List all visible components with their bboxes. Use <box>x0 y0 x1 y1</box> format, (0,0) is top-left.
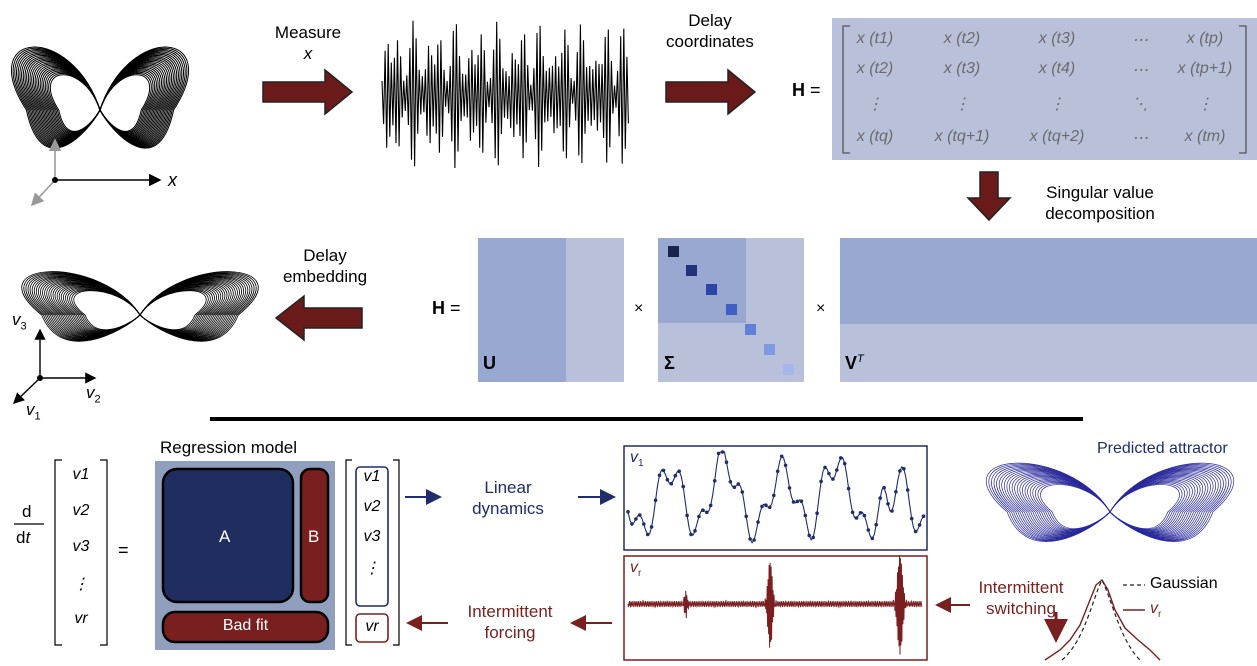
v1-panel <box>623 445 928 551</box>
hankel-cell: x (tq+2) <box>1029 128 1085 145</box>
hankel-cell: ⋮ <box>1197 96 1213 113</box>
arrow-svd-icon <box>966 171 1012 222</box>
hankel-cell: x (tp) <box>1186 30 1224 47</box>
vector-entry: ⋮ <box>73 576 89 593</box>
axes-3d-icon <box>30 138 162 207</box>
svd-line2: decomposition <box>1045 204 1155 223</box>
vector-entry: v2 <box>363 498 381 515</box>
svd-label: Singular value decomposition <box>1020 182 1180 224</box>
hankel-cell: x (tq) <box>856 128 894 145</box>
hankel-cell: ⋱ <box>1132 96 1148 113</box>
v1-series <box>626 450 926 544</box>
legend-vr: vr <box>1150 600 1162 621</box>
delay-coordinates-label: Delay coordinates <box>650 10 770 52</box>
axis-v3-label: v3 <box>12 310 27 333</box>
vector-entry: vr <box>365 618 379 635</box>
svd-sigma-matrix <box>658 238 804 382</box>
forcing-histogram <box>1044 578 1161 661</box>
svd-VT-matrix <box>840 238 1257 382</box>
VT-label: VT <box>845 353 864 373</box>
times-sign-1: × <box>634 300 644 317</box>
vector-entry: v3 <box>363 528 381 545</box>
hankel-cell: x (tp+1) <box>1177 60 1233 77</box>
delay-coord-line2: coordinates <box>666 32 754 51</box>
arrow-measure-icon <box>262 68 354 116</box>
hankel-cell: ⋯ <box>1132 130 1148 147</box>
U-label: U <box>483 353 496 373</box>
regression-title: Regression model <box>160 438 298 457</box>
right-vector-brackets <box>345 459 400 646</box>
embed-line2: embedding <box>282 267 368 286</box>
hankel-cell: x (tq+1) <box>934 128 990 145</box>
hankel-cell: x (t4) <box>1038 60 1076 77</box>
lorenz-attractor-3d <box>11 46 189 149</box>
measure-var: x <box>303 44 313 63</box>
embed-line1: Delay <box>303 246 347 265</box>
hankel-cell: x (t3) <box>1038 30 1076 47</box>
hankel-cell: ⋯ <box>1132 32 1148 49</box>
state-vector-brackets <box>54 459 108 646</box>
vr-panel <box>623 555 928 661</box>
hankel-matrix-bg <box>832 18 1257 160</box>
hankel-lhs: H = <box>792 80 821 100</box>
measure-text: Measure <box>274 23 342 42</box>
hankel-cell: x (t2) <box>856 60 894 77</box>
measured-time-series <box>381 20 629 169</box>
arrow-delay-coordinates-icon <box>665 68 757 116</box>
axis-v2-label: v2 <box>86 383 101 406</box>
vector-entry: v1 <box>363 468 381 485</box>
axis-x-label: x <box>168 170 177 190</box>
hankel-cell: x (t3) <box>943 60 981 77</box>
hankel-cell: ⋮ <box>867 96 883 113</box>
axis-v1-label: v1 <box>26 400 41 423</box>
hankel-cell: x (t1) <box>856 30 894 47</box>
v1-panel-label: v1 <box>630 449 644 470</box>
hankel-cell: ⋮ <box>954 96 970 113</box>
matrix-B <box>299 467 330 604</box>
vector-entry: vr <box>74 610 88 627</box>
svd-U-matrix <box>478 238 624 382</box>
hankel-brackets <box>842 25 1247 154</box>
hankel-cell: x (tm) <box>1184 128 1226 145</box>
vector-entry: v1 <box>72 466 90 483</box>
delay-coord-line1: Delay <box>688 11 732 30</box>
equals-sign: = <box>118 540 129 560</box>
predicted-attractor-label: Predicted attractor <box>1097 440 1228 457</box>
linear-dynamics-label: Linear dynamics <box>472 478 544 518</box>
A-label: A <box>219 527 231 546</box>
vr-series <box>627 555 923 655</box>
hankel-cell: x (t2) <box>943 30 981 47</box>
bad-fit-label: Bad fit <box>222 617 269 634</box>
deriv-denominator: dt <box>16 528 31 547</box>
vector-entry: ⋮ <box>364 560 380 577</box>
bad-fit-bar <box>161 610 330 644</box>
predicted-attractor <box>986 462 1234 542</box>
vector-entry: v3 <box>72 538 90 555</box>
matrix-A <box>161 467 295 604</box>
svd-line1: Singular value <box>1046 183 1154 202</box>
intermittent-forcing-label: Intermittent forcing <box>467 602 553 642</box>
hankel-cell: ⋯ <box>1132 62 1148 79</box>
svd-lhs: H = <box>432 298 461 318</box>
deriv-numerator: d <box>22 502 32 521</box>
B-label: B <box>308 527 320 546</box>
intermittent-switching-label: Intermittent switching <box>978 578 1064 618</box>
axes-v-icon <box>12 328 97 404</box>
legend-gaussian: Gaussian <box>1150 575 1218 592</box>
arrow-delay-embedding-icon <box>274 294 363 342</box>
times-sign-2: × <box>816 300 826 317</box>
delay-embedded-attractor <box>21 271 259 342</box>
delay-embedding-label: Delay embedding <box>270 245 380 287</box>
vector-entry: v2 <box>72 502 90 519</box>
sigma-label: Σ <box>664 353 675 373</box>
hankel-cell: ⋮ <box>1049 96 1065 113</box>
measure-label: Measure x <box>258 22 358 64</box>
vr-panel-label: vr <box>630 559 642 580</box>
